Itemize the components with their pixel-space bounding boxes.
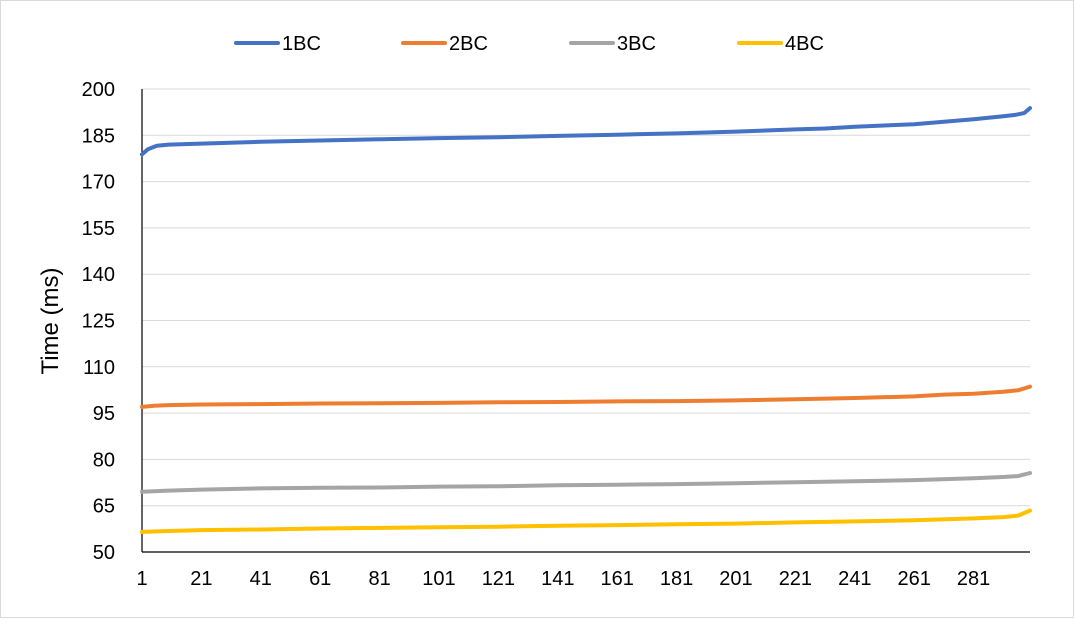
y-tick-label-2: 80	[93, 449, 115, 471]
x-tick-label-10: 201	[719, 568, 752, 590]
y-tick-label-10: 200	[82, 79, 115, 101]
series-line-1BC	[140, 106, 1032, 157]
x-tick-labels: 1 21 41 61 81 101 121 141 161 181 201 221 241 261 281	[136, 568, 990, 590]
x-tick-label-14: 281	[957, 568, 990, 590]
y-tick-label-5: 125	[82, 311, 115, 333]
legend-label-4BC: 4BC	[785, 33, 824, 55]
y-axis-title: Time (ms)	[37, 267, 64, 374]
series-lines	[140, 106, 1032, 534]
y-tick-label-6: 140	[82, 264, 115, 286]
x-tick-label-5: 101	[422, 568, 455, 590]
axes	[141, 89, 1030, 553]
x-tick-label-6: 121	[482, 568, 515, 590]
y-tick-label-4: 110	[83, 357, 115, 379]
x-tick-label-9: 181	[660, 568, 693, 590]
series-line-2BC	[140, 384, 1032, 409]
y-tick-label-3: 95	[93, 403, 115, 425]
legend-label-1BC: 1BC	[282, 33, 321, 55]
x-tick-label-4: 81	[368, 568, 390, 590]
y-tick-label-8: 170	[82, 172, 115, 194]
x-tick-label-8: 161	[600, 568, 633, 590]
x-tick-label-1: 21	[190, 568, 212, 590]
x-tick-label-7: 141	[541, 568, 574, 590]
series-line-3BC	[140, 471, 1032, 494]
y-tick-label-1: 65	[93, 496, 115, 518]
x-tick-label-11: 221	[779, 568, 812, 590]
x-tick-label-12: 241	[838, 568, 871, 590]
x-tick-label-2: 41	[250, 568, 272, 590]
y-tick-label-0: 50	[93, 542, 115, 564]
y-tick-labels: 50 65 80 95 110 125 140 155 170 185 200	[82, 79, 115, 564]
x-tick-label-3: 61	[309, 568, 331, 590]
legend-label-3BC: 3BC	[617, 33, 656, 55]
legend: 1BC 2BC 3BC 4BC	[234, 33, 824, 55]
y-tick-label-7: 155	[82, 218, 115, 240]
x-tick-label-0: 1	[136, 568, 147, 590]
gridlines	[142, 88, 1030, 507]
series-line-4BC	[140, 508, 1032, 534]
x-tick-label-13: 261	[897, 568, 930, 590]
y-tick-label-9: 185	[82, 125, 115, 147]
legend-label-2BC: 2BC	[449, 33, 488, 55]
